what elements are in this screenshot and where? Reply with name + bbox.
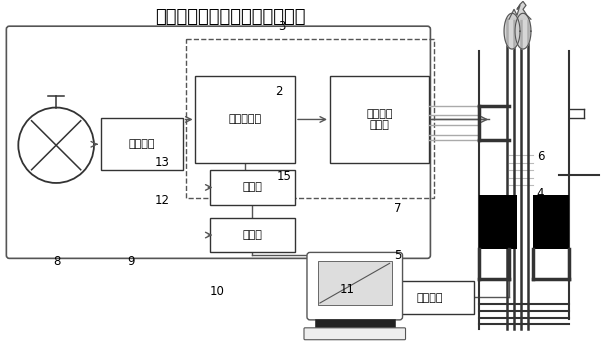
Polygon shape [515,13,531,49]
Circle shape [18,108,94,183]
Text: 传动装置: 传动装置 [416,293,443,303]
Text: 7: 7 [394,201,401,215]
FancyBboxPatch shape [304,328,405,340]
Bar [318,261,391,305]
Text: 6: 6 [537,150,544,163]
Bar [101,119,183,170]
Text: 13: 13 [155,156,169,169]
Bar [533,195,569,250]
Text: 12: 12 [155,194,169,208]
Text: 波导同轴
转接器: 波导同轴 转接器 [367,109,393,130]
Text: 8: 8 [54,255,61,267]
Polygon shape [509,1,531,19]
FancyBboxPatch shape [307,252,402,320]
Text: 9: 9 [127,255,135,267]
Bar [211,170,295,205]
Bar [195,76,295,163]
Text: 衰减器: 衰减器 [243,182,263,193]
Bar [315,319,394,329]
Text: 定向耦合器: 定向耦合器 [229,115,262,125]
Bar [186,39,434,198]
FancyBboxPatch shape [7,26,430,258]
Text: 4: 4 [537,187,544,200]
Text: 2: 2 [275,85,282,98]
Text: 3: 3 [278,20,285,33]
Text: 10: 10 [209,284,224,298]
Text: 15: 15 [277,170,292,183]
Bar [330,76,430,163]
Text: 11: 11 [340,283,355,296]
Text: 5: 5 [394,249,401,262]
Text: 检波器: 检波器 [243,230,263,240]
Bar [211,218,295,252]
Text: 激励波导: 激励波导 [128,139,155,149]
Text: 包含定向耦合器的磁控管微波源: 包含定向耦合器的磁控管微波源 [155,8,306,26]
Bar [479,195,517,250]
Bar [385,281,474,314]
Polygon shape [504,13,520,49]
